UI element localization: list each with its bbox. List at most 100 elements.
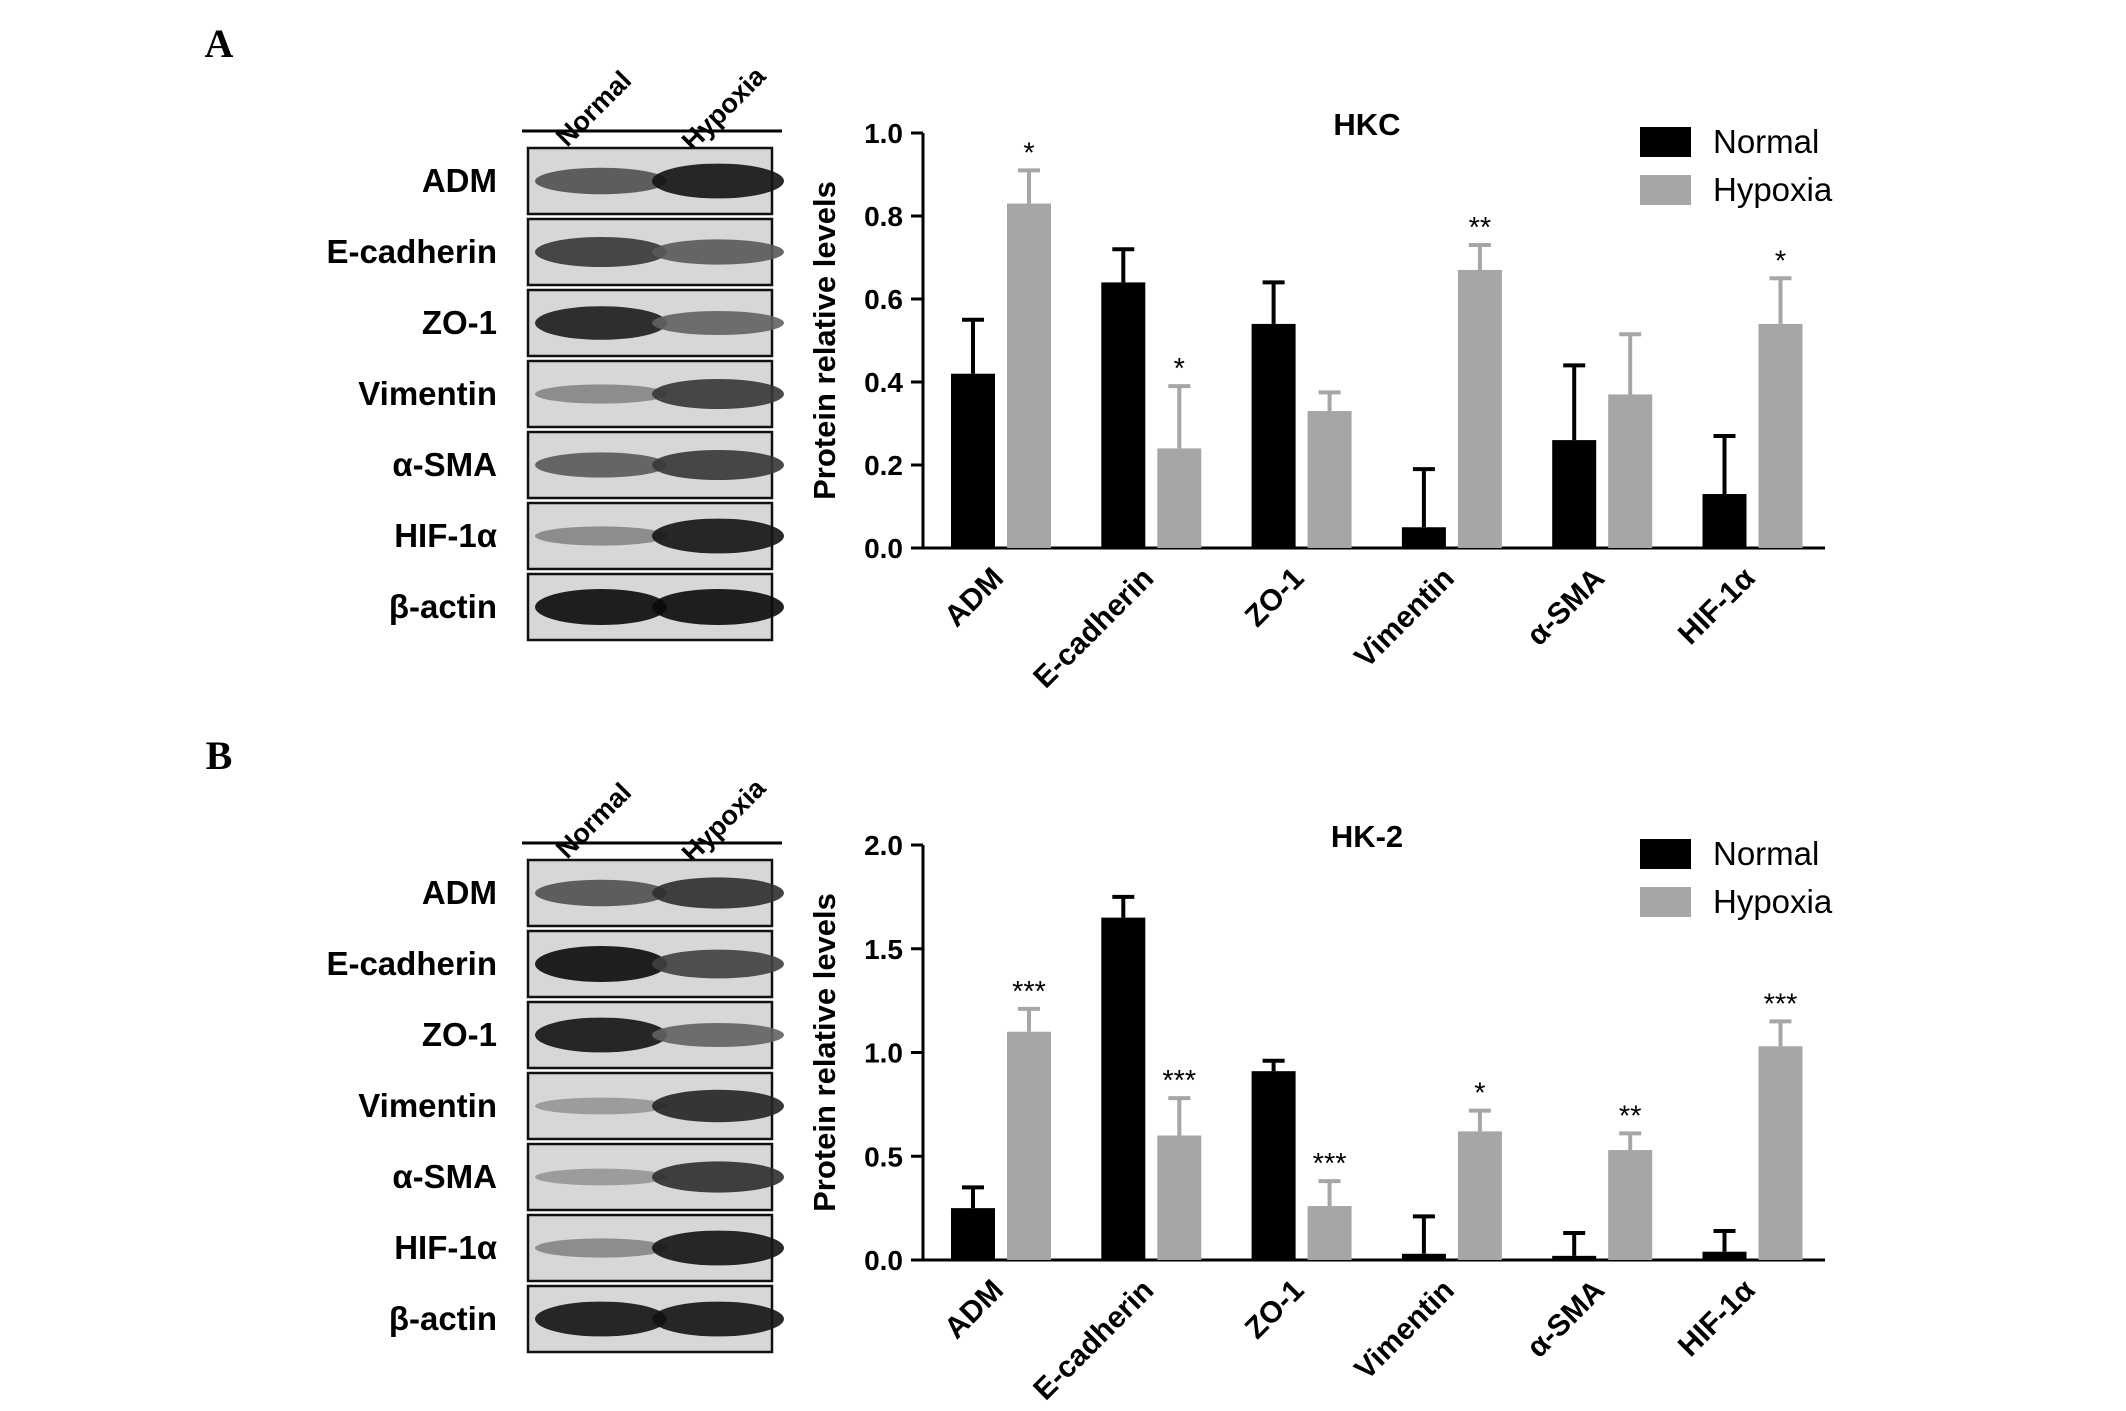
lane-label: Hypoxia bbox=[676, 772, 772, 868]
bar-normal bbox=[1401, 1253, 1446, 1260]
y-tick-label: 0.4 bbox=[864, 367, 903, 398]
bar-normal bbox=[1702, 1251, 1747, 1260]
band-normal bbox=[535, 452, 667, 478]
x-tick-label: HIF-1α bbox=[1672, 1273, 1762, 1363]
bar-normal bbox=[1101, 282, 1146, 548]
legend-swatch-hypoxia bbox=[1640, 175, 1691, 205]
band-hypoxia bbox=[652, 1301, 784, 1337]
blot-row: β-actin bbox=[389, 1284, 784, 1354]
blot-row: ADM bbox=[422, 146, 784, 216]
y-tick-label: 0.8 bbox=[864, 201, 903, 232]
blot-label: Vimentin bbox=[358, 1087, 497, 1124]
blot-label: α-SMA bbox=[392, 1158, 497, 1195]
band-normal bbox=[535, 1301, 667, 1337]
x-tick-label: ADM bbox=[938, 562, 1010, 634]
legend-label: Hypoxia bbox=[1713, 171, 1833, 208]
blot-row: HIF-1α bbox=[394, 1213, 784, 1283]
band-hypoxia bbox=[652, 877, 784, 909]
bar-hypoxia bbox=[1157, 448, 1202, 548]
western-blot: Normal Hypoxia ADM E-cadherin ZO-1 Vimentin α-… bbox=[326, 60, 784, 642]
bar-hypoxia bbox=[1007, 1031, 1051, 1260]
blot-label: ADM bbox=[422, 162, 497, 199]
y-tick-label: 0.2 bbox=[864, 450, 903, 481]
blot-row: E-cadherin bbox=[326, 217, 784, 287]
significance-marker: *** bbox=[1313, 1148, 1347, 1180]
band-hypoxia bbox=[652, 1023, 784, 1047]
band-hypoxia bbox=[652, 163, 784, 199]
bar-hypoxia bbox=[1608, 394, 1653, 548]
band-hypoxia bbox=[652, 311, 784, 335]
bar-normal bbox=[1101, 917, 1146, 1260]
y-tick-label: 1.5 bbox=[864, 934, 903, 965]
band-hypoxia bbox=[652, 1230, 784, 1266]
legend: Normal Hypoxia bbox=[1640, 835, 1833, 920]
panel-letter: A bbox=[205, 21, 234, 66]
legend: Normal Hypoxia bbox=[1640, 123, 1833, 208]
legend-label: Normal bbox=[1713, 835, 1819, 872]
bar-chart: 0.0 0.2 0.4 0.6 0.8 1.0 Protein relative level… bbox=[807, 107, 1833, 695]
band-hypoxia bbox=[652, 949, 784, 979]
y-tick-label: 0.5 bbox=[864, 1141, 903, 1172]
bar-normal bbox=[1552, 1255, 1597, 1260]
significance-marker: ** bbox=[1619, 1100, 1642, 1132]
legend-swatch-normal bbox=[1640, 839, 1691, 869]
chart-title: HK-2 bbox=[1331, 819, 1403, 854]
band-normal bbox=[535, 1017, 667, 1053]
y-tick-label: 1.0 bbox=[864, 1038, 903, 1069]
significance-marker: * bbox=[1775, 245, 1786, 277]
bar-chart: 0.0 0.5 1.0 1.5 2.0 Protein relative levels HK… bbox=[807, 819, 1833, 1407]
blot-label: ZO-1 bbox=[422, 304, 497, 341]
legend-swatch-hypoxia bbox=[1640, 887, 1691, 917]
lane-label: Normal bbox=[550, 777, 637, 864]
band-hypoxia bbox=[652, 379, 784, 409]
blot-label: E-cadherin bbox=[326, 945, 497, 982]
blot-row: β-actin bbox=[389, 572, 784, 642]
x-tick-label: α-SMA bbox=[1521, 1274, 1612, 1365]
blot-label: ZO-1 bbox=[422, 1016, 497, 1053]
bar-hypoxia bbox=[1608, 1150, 1653, 1260]
bar-normal bbox=[1251, 1071, 1296, 1260]
band-hypoxia bbox=[652, 589, 784, 625]
band-hypoxia bbox=[652, 1161, 784, 1193]
bar-hypoxia bbox=[1007, 203, 1051, 549]
y-axis-title: Protein relative levels bbox=[807, 893, 842, 1212]
x-tick-label: Vimentin bbox=[1348, 562, 1461, 675]
blot-row: α-SMA bbox=[392, 1142, 784, 1212]
y-tick-label: 0.0 bbox=[864, 1245, 903, 1276]
band-normal bbox=[535, 589, 667, 625]
bar-hypoxia bbox=[1457, 1131, 1502, 1260]
x-tick-label: Vimentin bbox=[1348, 1274, 1461, 1387]
significance-marker: ** bbox=[1469, 212, 1492, 244]
bar-normal bbox=[1552, 440, 1597, 548]
x-tick-label: ZO-1 bbox=[1239, 562, 1311, 634]
blot-label: β-actin bbox=[389, 588, 497, 625]
chart-title: HKC bbox=[1333, 107, 1400, 142]
blot-row: ADM bbox=[422, 858, 784, 928]
significance-marker: *** bbox=[1162, 1065, 1196, 1097]
band-normal bbox=[535, 237, 667, 267]
band-hypoxia bbox=[652, 518, 784, 554]
band-normal bbox=[535, 879, 667, 907]
y-tick-label: 1.0 bbox=[864, 118, 903, 149]
blot-row: Vimentin bbox=[358, 359, 784, 429]
x-tick-label: α-SMA bbox=[1521, 562, 1612, 653]
significance-marker: * bbox=[1174, 353, 1185, 385]
legend-label: Hypoxia bbox=[1713, 883, 1833, 920]
y-tick-label: 2.0 bbox=[864, 830, 903, 861]
significance-marker: * bbox=[1474, 1078, 1485, 1110]
blot-row: Vimentin bbox=[358, 1071, 784, 1141]
bar-normal bbox=[951, 373, 995, 548]
band-normal bbox=[535, 1097, 667, 1115]
panel-letter: B bbox=[206, 733, 233, 778]
blot-label: E-cadherin bbox=[326, 233, 497, 270]
legend-label: Normal bbox=[1713, 123, 1819, 160]
lane-label: Hypoxia bbox=[676, 60, 772, 156]
y-tick-label: 0.6 bbox=[864, 284, 903, 315]
blot-label: HIF-1α bbox=[394, 517, 497, 554]
band-hypoxia bbox=[652, 239, 784, 265]
blot-label: Vimentin bbox=[358, 375, 497, 412]
bar-hypoxia bbox=[1157, 1135, 1202, 1260]
band-normal bbox=[535, 167, 667, 195]
